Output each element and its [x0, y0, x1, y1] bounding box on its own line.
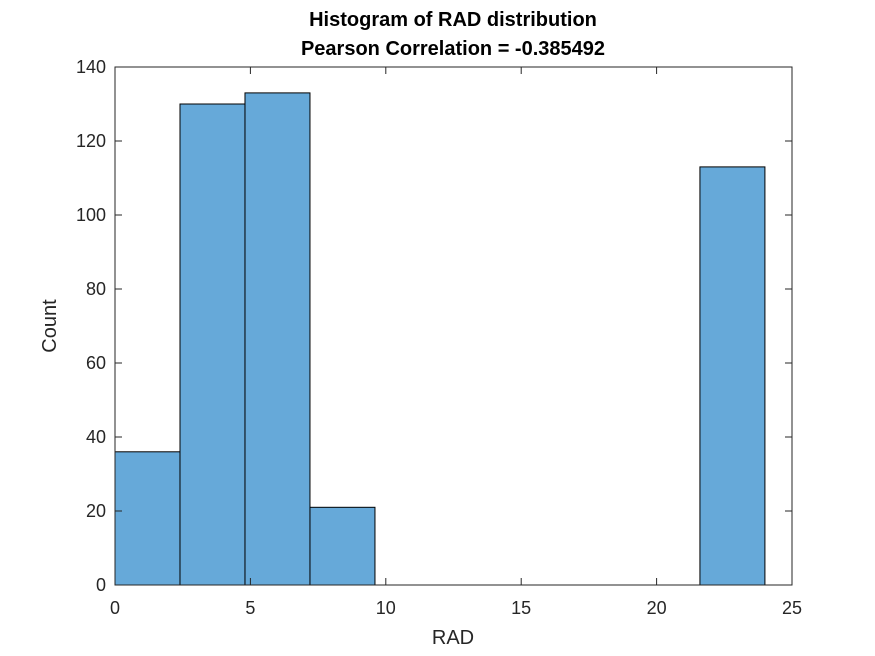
x-tick-label: 0 — [110, 598, 120, 618]
bars-group — [114, 92, 766, 586]
x-tick-label: 25 — [782, 598, 802, 618]
histogram-bar-3 — [309, 506, 376, 586]
histogram-bar-9 — [699, 166, 766, 586]
chart-subtitle: Pearson Correlation = -0.385492 — [301, 38, 605, 60]
x-tick-label: 10 — [376, 598, 396, 618]
x-axis: 0 5 10 15 20 25 — [110, 67, 802, 618]
y-tick-label: 100 — [76, 205, 106, 225]
y-tick-label: 140 — [76, 57, 106, 77]
y-tick-label: 120 — [76, 131, 106, 151]
y-tick-label: 60 — [86, 353, 106, 373]
chart-title: Histogram of RAD distribution — [309, 9, 597, 31]
plot-area-frame — [114, 66, 793, 586]
histogram-bar-1 — [179, 103, 246, 586]
y-tick-label: 0 — [96, 575, 106, 595]
y-tick-label: 40 — [86, 427, 106, 447]
x-tick-label: 20 — [647, 598, 667, 618]
y-tick-label: 80 — [86, 279, 106, 299]
x-tick-label: 5 — [245, 598, 255, 618]
y-axis-label: Count — [39, 299, 61, 353]
x-tick-label: 15 — [511, 598, 531, 618]
y-tick-label: 20 — [86, 501, 106, 521]
histogram-bar-0 — [114, 451, 181, 586]
x-axis-label: RAD — [432, 627, 474, 649]
histogram-bar-2 — [244, 92, 311, 586]
y-axis: 0 20 40 60 80 100 120 140 — [76, 57, 792, 595]
